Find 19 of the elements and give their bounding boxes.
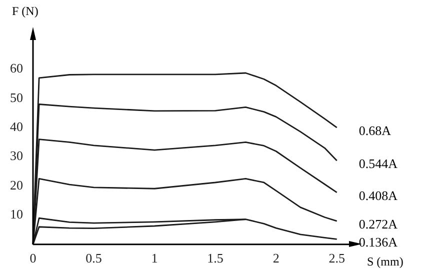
series-label: 0.68A bbox=[358, 123, 392, 138]
x-tick-label: 2.5 bbox=[328, 250, 345, 266]
series-label: 0.272A bbox=[358, 216, 398, 232]
y-tick-label: 20 bbox=[10, 177, 23, 192]
y-tick-label: 30 bbox=[10, 148, 23, 164]
x-tick-label: 1.5 bbox=[207, 250, 224, 266]
x-tick-label: 1 bbox=[151, 250, 158, 266]
x-tick-label: 2 bbox=[272, 250, 280, 266]
y-tick-label: 10 bbox=[10, 206, 23, 222]
y-tick-label: 40 bbox=[10, 119, 23, 134]
y-tick-label: 50 bbox=[10, 90, 23, 105]
x-axis-title: S (mm) bbox=[367, 254, 404, 269]
series-label: 0.136A bbox=[358, 234, 398, 250]
x-tick-label: 0.5 bbox=[86, 250, 102, 266]
series-label: 0.544A bbox=[358, 156, 398, 172]
y-tick-label: 60 bbox=[10, 60, 23, 76]
y-axis-title: F (N) bbox=[12, 4, 38, 18]
series-label: 0.408A bbox=[358, 188, 398, 203]
x-tick-label: 0 bbox=[30, 250, 36, 266]
